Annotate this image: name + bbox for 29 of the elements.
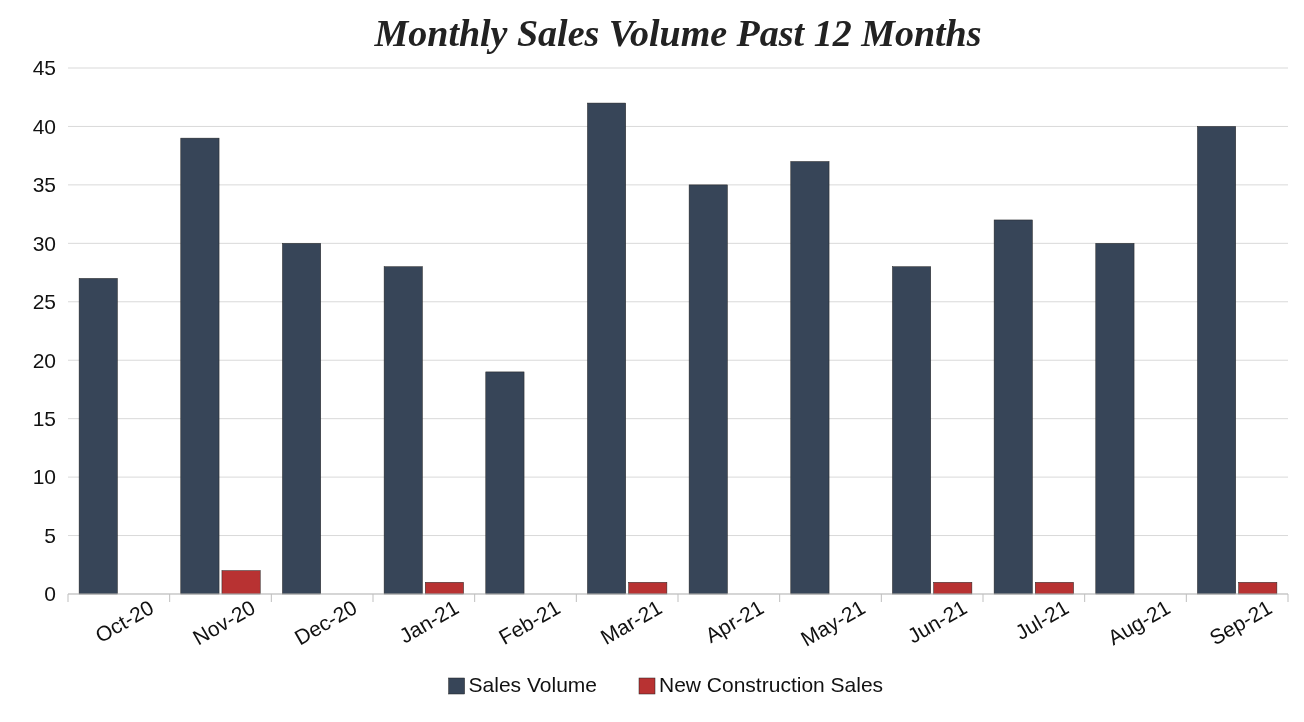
bar [282, 243, 321, 595]
y-tick-label: 20 [32, 348, 56, 372]
bar [485, 371, 525, 595]
bar [933, 582, 973, 595]
y-tick-label: 0 [44, 582, 56, 606]
y-tick-label: 45 [32, 56, 56, 80]
bar [688, 184, 728, 595]
y-tick-label: 10 [32, 465, 56, 489]
legend-label: New Construction Sales [659, 673, 884, 696]
bar [78, 278, 118, 595]
y-tick-label: 30 [32, 231, 56, 255]
bar [1238, 582, 1278, 595]
y-tick-label: 25 [32, 290, 56, 314]
bar [1095, 243, 1135, 595]
bar [425, 582, 464, 595]
bar [628, 582, 668, 595]
bar [790, 161, 830, 595]
chart-title: Monthly Sales Volume Past 12 Months [373, 12, 982, 54]
bar [1035, 582, 1074, 595]
legend-label: Sales Volume [468, 673, 598, 696]
bar [1197, 126, 1236, 595]
y-tick-label: 35 [32, 173, 56, 197]
y-tick-label: 40 [32, 114, 56, 138]
bar [383, 266, 423, 595]
bar [993, 219, 1033, 595]
y-tick-label: 5 [44, 523, 56, 547]
bar [892, 266, 931, 595]
bar [587, 102, 626, 595]
y-tick-label: 15 [32, 407, 56, 431]
